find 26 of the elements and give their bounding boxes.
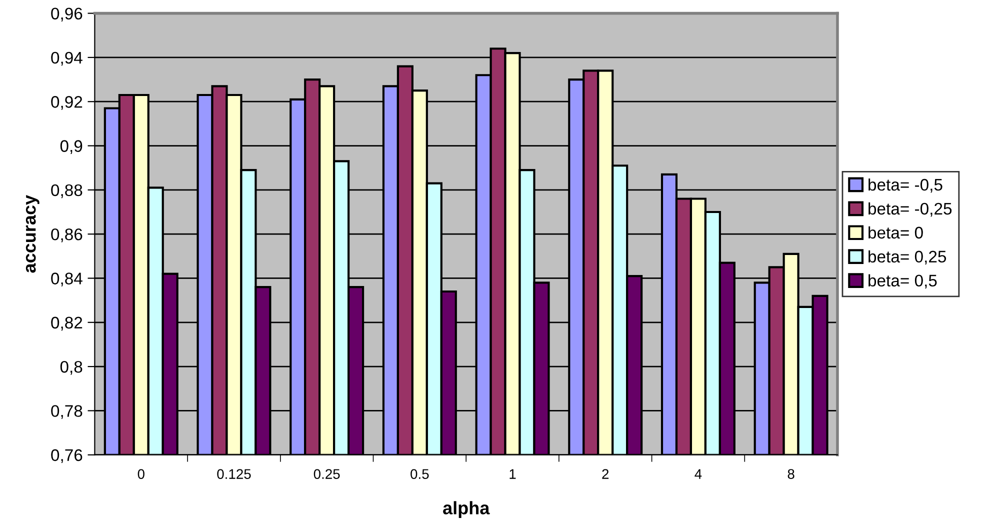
y-tick-label: 0,8 — [60, 360, 82, 375]
y-tick-label: 0,94 — [51, 52, 82, 66]
y-tick-label: 0,76 — [51, 449, 82, 464]
x-tick-label: 0.5 — [410, 469, 429, 479]
legend-label: beta= 0 — [868, 226, 923, 239]
y-tick-label: 0,92 — [51, 96, 82, 110]
x-tick-label: 2 — [602, 469, 609, 479]
x-tick-label: 0 — [138, 469, 144, 479]
legend-label: beta= 0,25 — [868, 250, 946, 265]
y-axis-title: accuracy — [26, 195, 40, 273]
y-tick-label: 0,84 — [51, 272, 82, 286]
y-tick-label: 0,88 — [51, 184, 82, 198]
x-tick-label: 4 — [694, 469, 702, 479]
legend-label: beta= 0,5 — [868, 274, 937, 288]
y-tick-label: 0,96 — [51, 8, 82, 22]
y-tick-label: 0,9 — [60, 140, 82, 154]
legend-label: beta= -0,5 — [868, 178, 942, 193]
y-tick-label: 0,78 — [51, 405, 82, 419]
x-axis-title: alpha — [443, 501, 490, 518]
legend-label: beta= -0,25 — [868, 202, 952, 217]
x-tick-label: 0.25 — [314, 469, 340, 479]
x-tick-label: 1 — [510, 469, 516, 479]
x-tick-label: 8 — [788, 469, 794, 479]
x-tick-label: 0.125 — [217, 469, 251, 479]
y-tick-label: 0,86 — [51, 228, 82, 242]
y-tick-label: 0,82 — [51, 316, 82, 331]
